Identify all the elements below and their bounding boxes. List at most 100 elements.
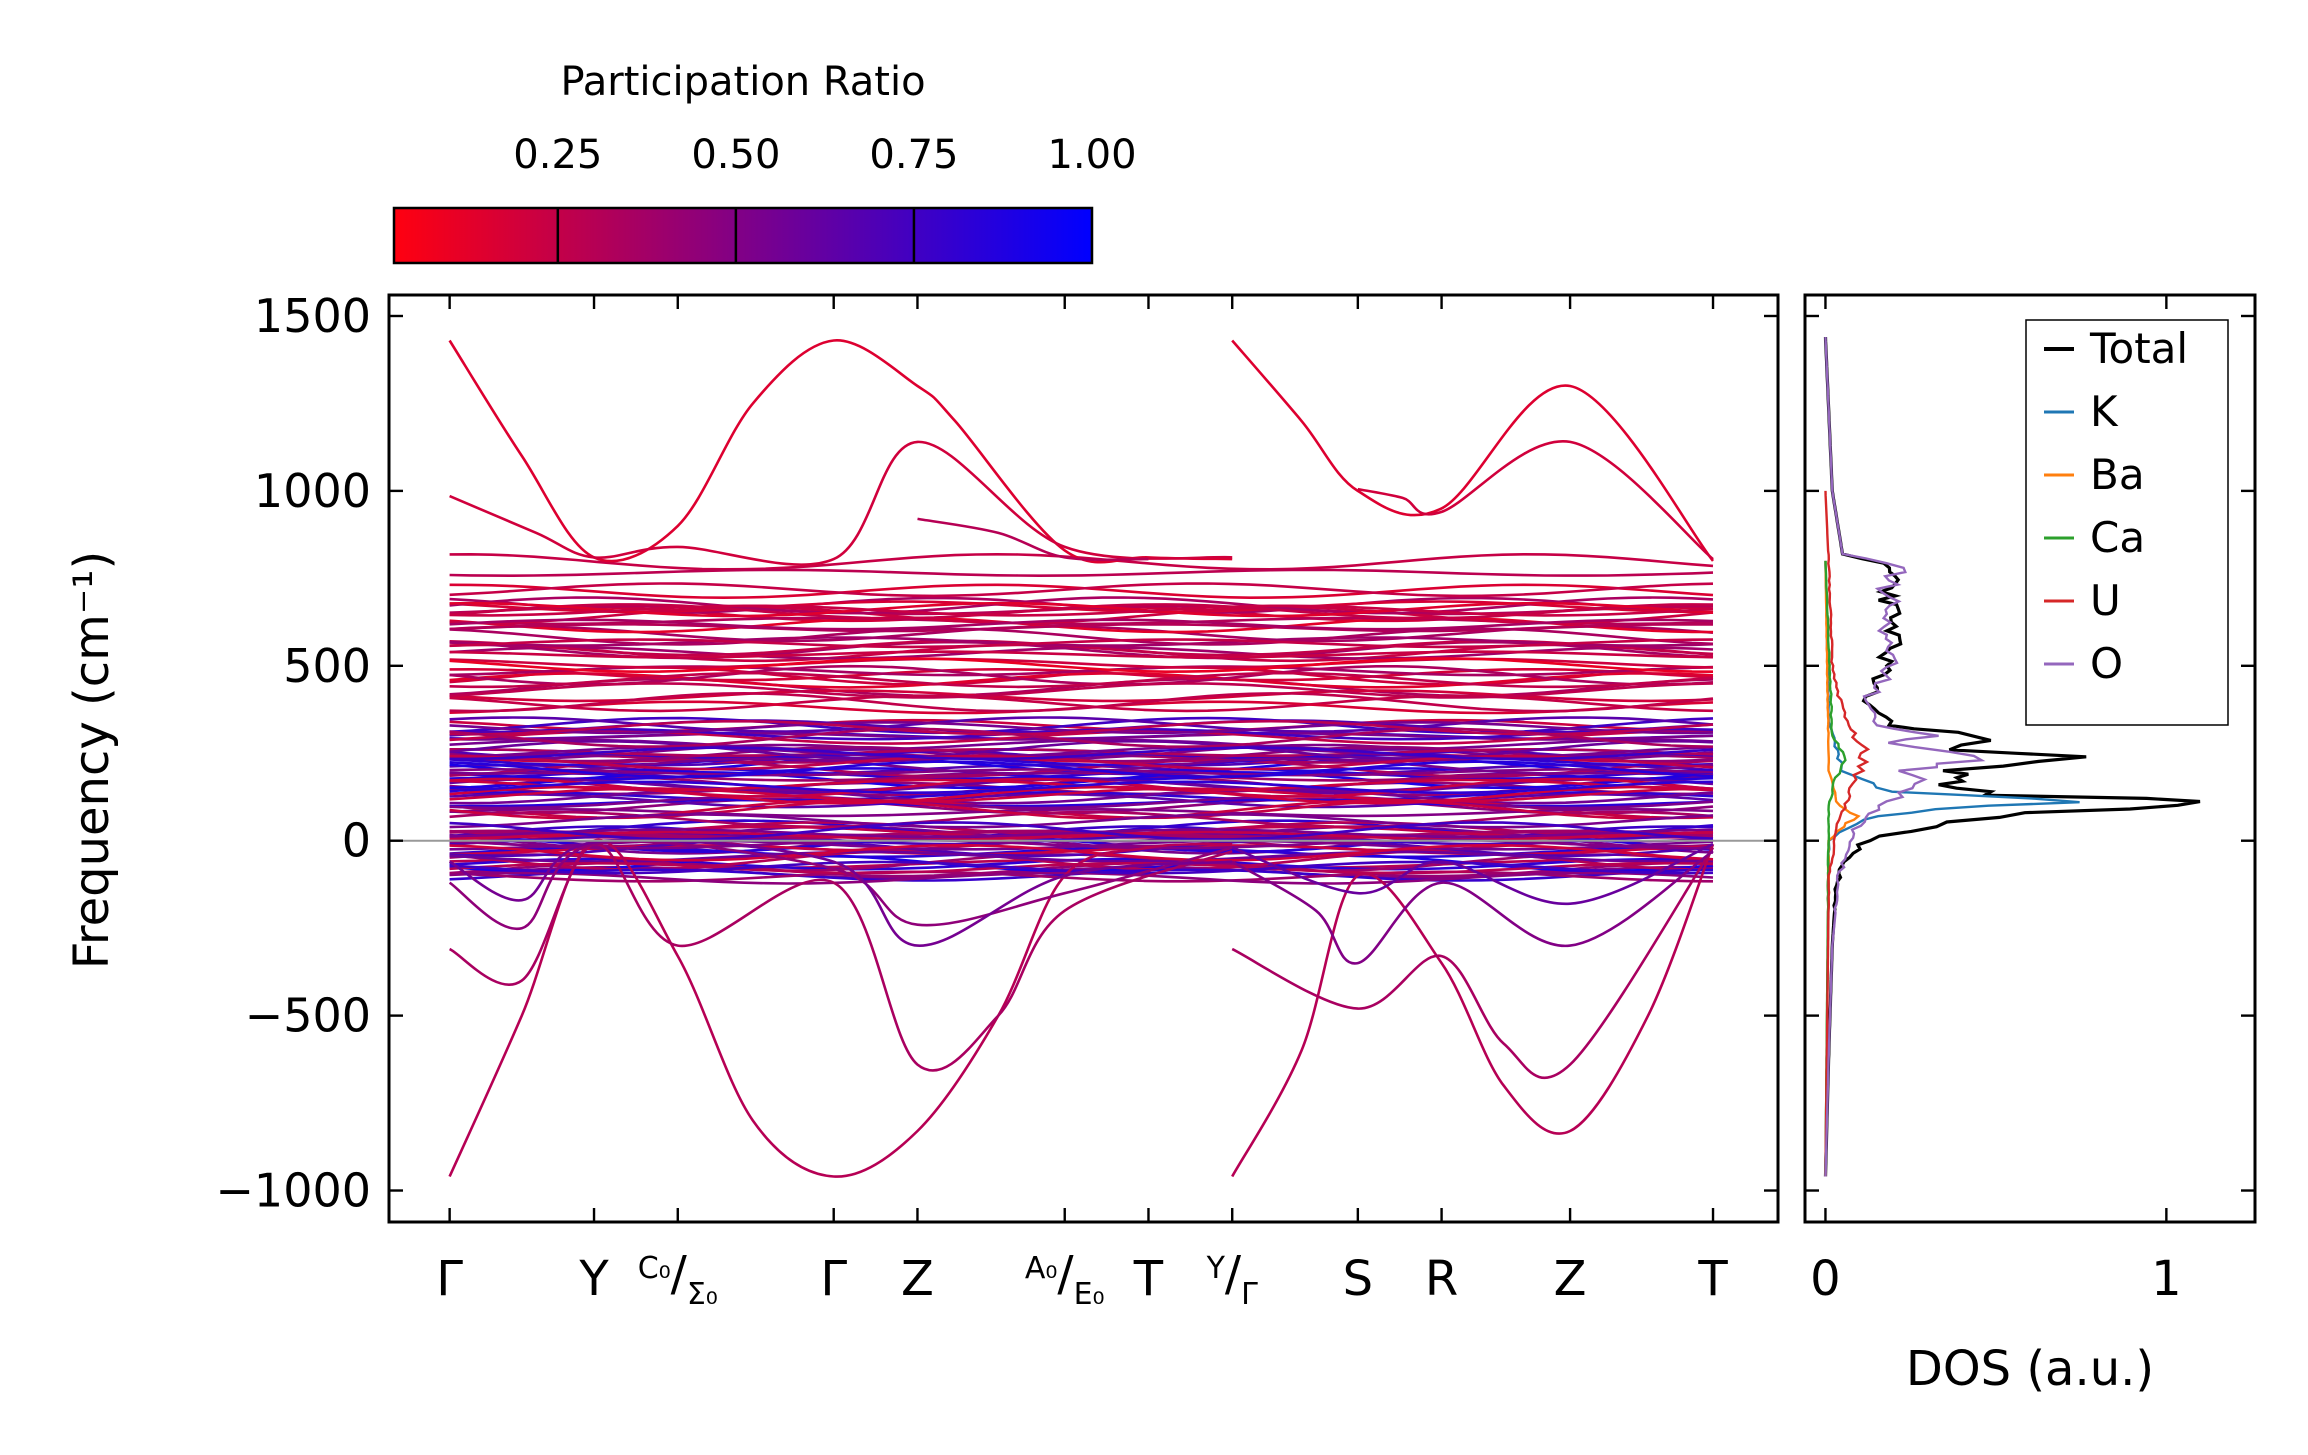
- legend-label: U: [2090, 576, 2121, 625]
- k-point-label: T: [1133, 1251, 1164, 1307]
- phonon-branch: [448, 839, 1233, 947]
- phonon-branch: [449, 810, 1714, 828]
- dos-series-o: [1824, 336, 1986, 1177]
- phonon-branch: [449, 638, 1714, 649]
- y-tick-label: 500: [283, 639, 371, 693]
- phonon-branch: [449, 719, 1714, 736]
- phonon-branch: [449, 618, 1714, 631]
- phonon-branch: [448, 838, 1233, 1178]
- phonon-branch: [449, 440, 1233, 566]
- phonon-branch: [449, 760, 1714, 779]
- phonon-branch: [448, 842, 1233, 1072]
- phonon-branch: [449, 627, 1714, 646]
- phonon-branch: [449, 754, 1714, 771]
- phonon-branch: [449, 689, 1714, 703]
- phonon-branch: [449, 732, 1714, 741]
- phonon-branch: [449, 657, 1714, 673]
- dos-curves: [1823, 336, 2201, 1177]
- phonon-branch: [449, 692, 1714, 713]
- dos-x-tick-label: 1: [2151, 1251, 2182, 1307]
- colorbar-tick-label: 0.75: [869, 132, 958, 178]
- colorbar-ticks: 0.25 0.50 0.75 1.00: [513, 132, 1137, 263]
- band-kpath-ticks: Γ Y C₀/Σ₀ Γ Z A₀/E₀ T Y/Γ S R Z T: [436, 295, 1728, 1312]
- phonon-branch: [449, 813, 1714, 829]
- phonon-branch: [1231, 850, 1714, 965]
- legend-label: Ba: [2090, 450, 2145, 499]
- phonon-branch: [449, 601, 1714, 618]
- dos-x-axis-label: DOS (a.u.): [1906, 1341, 2154, 1397]
- phonon-branch: [449, 830, 1714, 841]
- legend: Total K Ba Ca UO: [2025, 319, 2229, 726]
- phonon-branch: [1231, 843, 1715, 1178]
- y-axis-label: Frequency (cm⁻¹): [64, 551, 120, 969]
- legend-box: [2025, 319, 2229, 726]
- phonon-branch: [449, 843, 1714, 862]
- phonon-branch: [449, 716, 1714, 735]
- legend-label: K: [2090, 387, 2119, 436]
- phonon-branch: [449, 746, 1714, 761]
- phonon-branch: [449, 727, 1714, 748]
- dos-axes-frame: [1803, 293, 2257, 1224]
- phonon-branch: [449, 780, 1714, 794]
- k-point-label: Γ: [436, 1251, 463, 1307]
- colorbar: Participation Ratio 0.25 0.50 0.75 1.00: [392, 59, 1137, 265]
- phonon-branch: [449, 739, 1714, 760]
- colorbar-title: Participation Ratio: [560, 59, 925, 105]
- phonon-branch: [449, 862, 1714, 875]
- phonon-branch: [449, 757, 1714, 775]
- legend-label: Total: [2089, 324, 2188, 373]
- k-point-label: Z: [901, 1251, 934, 1307]
- phonon-branch: [1231, 339, 1715, 562]
- k-point-label: T: [1697, 1251, 1728, 1307]
- k-point-label: Γ: [820, 1251, 847, 1307]
- phonon-branch: [449, 568, 1714, 577]
- phonon-branch: [449, 767, 1714, 780]
- colorbar-tick-label: 0.50: [691, 132, 780, 178]
- phonon-branch: [449, 787, 1714, 803]
- k-point-label: R: [1425, 1251, 1458, 1307]
- k-point-label: S: [1343, 1251, 1373, 1307]
- phonon-branch: [449, 671, 1714, 689]
- y-tick-label: 1500: [254, 289, 371, 343]
- k-point-label: Y/Γ: [1206, 1246, 1259, 1312]
- k-point-label: Z: [1554, 1251, 1587, 1307]
- colorbar-tick-label: 1.00: [1047, 132, 1136, 178]
- phonon-branch: [449, 716, 1714, 733]
- colorbar-gradient: [392, 206, 1094, 265]
- phonon-branches: [448, 339, 1715, 1178]
- phonon-branch: [449, 604, 1714, 617]
- y-tick-label: −500: [245, 989, 371, 1043]
- dos-series-u: [1824, 490, 1871, 1177]
- phonon-branch: [1231, 842, 1714, 906]
- y-tick-label: 1000: [254, 464, 371, 518]
- phonon-branch: [917, 517, 1149, 562]
- legend-label: O: [2090, 639, 2123, 688]
- phonon-branch: [449, 870, 1714, 883]
- phonon-branch: [449, 828, 1714, 839]
- k-point-label: C₀/Σ₀: [638, 1246, 718, 1312]
- phonon-branch: [1357, 440, 1714, 561]
- phonon-branch: [449, 795, 1714, 810]
- phonon-branch: [449, 664, 1714, 686]
- y-tick-label: −1000: [215, 1164, 371, 1218]
- legend-label: Ca: [2090, 513, 2145, 562]
- phonon-branch: [1231, 846, 1715, 1080]
- phonon-branch: [449, 682, 1714, 699]
- k-point-label: A₀/E₀: [1025, 1246, 1105, 1312]
- colorbar-tick-label: 0.25: [513, 132, 602, 178]
- phonon-branch: [449, 808, 1714, 818]
- phonon-branch: [449, 596, 1714, 615]
- phonon-branch: [449, 650, 1714, 659]
- phonon-branch: [449, 838, 1714, 858]
- phonon-branch: [449, 616, 1713, 634]
- band-axes-frame: [387, 293, 1780, 1224]
- y-tick-label: 0: [342, 814, 371, 868]
- phonon-branch: [448, 339, 1233, 564]
- phonon-branch: [449, 553, 1714, 571]
- phonon-branch: [449, 748, 1714, 757]
- dos-x-tick-label: 0: [1810, 1251, 1841, 1307]
